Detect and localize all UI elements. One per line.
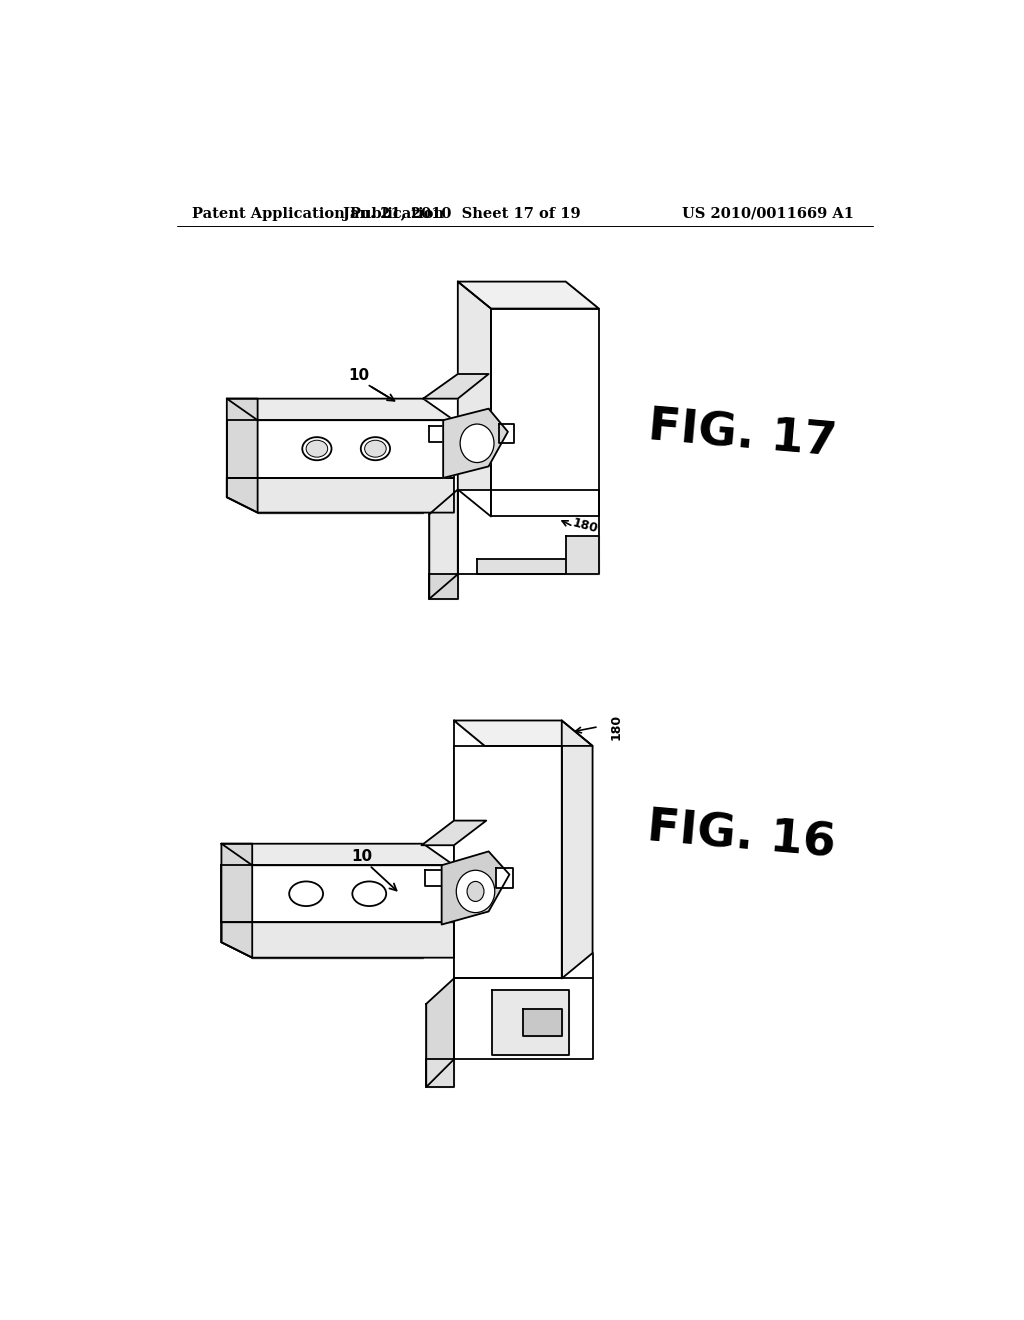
Ellipse shape (457, 870, 495, 912)
Text: US 2010/0011669 A1: US 2010/0011669 A1 (682, 207, 854, 220)
Text: 10: 10 (351, 849, 372, 863)
Polygon shape (226, 399, 258, 512)
Text: Jan. 21, 2010  Sheet 17 of 19: Jan. 21, 2010 Sheet 17 of 19 (343, 207, 581, 220)
Polygon shape (454, 746, 562, 978)
Polygon shape (226, 399, 454, 420)
Polygon shape (458, 281, 490, 516)
Polygon shape (426, 978, 454, 1088)
Text: FIG. 17: FIG. 17 (646, 405, 839, 466)
Polygon shape (490, 309, 599, 516)
Text: 10: 10 (349, 368, 370, 383)
Polygon shape (429, 490, 458, 599)
Polygon shape (454, 978, 593, 1059)
Polygon shape (226, 478, 454, 512)
Polygon shape (458, 490, 599, 574)
Polygon shape (458, 281, 599, 309)
Ellipse shape (467, 882, 484, 902)
Text: 180: 180 (570, 517, 599, 536)
Polygon shape (565, 536, 599, 574)
Polygon shape (499, 424, 514, 444)
Ellipse shape (360, 437, 390, 461)
Ellipse shape (302, 437, 332, 461)
Polygon shape (423, 374, 488, 399)
Polygon shape (493, 990, 569, 1056)
Ellipse shape (289, 882, 323, 906)
Ellipse shape (352, 882, 386, 906)
Polygon shape (226, 420, 454, 478)
Polygon shape (221, 923, 454, 958)
Text: Patent Application Publication: Patent Application Publication (193, 207, 444, 220)
Polygon shape (443, 409, 508, 478)
Polygon shape (477, 558, 599, 574)
Text: 180: 180 (609, 714, 623, 739)
Ellipse shape (306, 441, 328, 457)
Polygon shape (523, 1010, 562, 1036)
Polygon shape (454, 721, 593, 746)
Ellipse shape (365, 441, 386, 457)
Polygon shape (429, 574, 458, 599)
Polygon shape (426, 1059, 454, 1088)
Polygon shape (221, 843, 454, 866)
Polygon shape (221, 866, 454, 923)
Polygon shape (497, 869, 513, 887)
Polygon shape (429, 426, 447, 442)
Ellipse shape (460, 424, 494, 462)
Polygon shape (441, 851, 509, 924)
Polygon shape (425, 870, 444, 886)
Polygon shape (422, 821, 486, 845)
Text: FIG. 16: FIG. 16 (645, 805, 838, 867)
Polygon shape (221, 843, 252, 958)
Polygon shape (562, 721, 593, 978)
